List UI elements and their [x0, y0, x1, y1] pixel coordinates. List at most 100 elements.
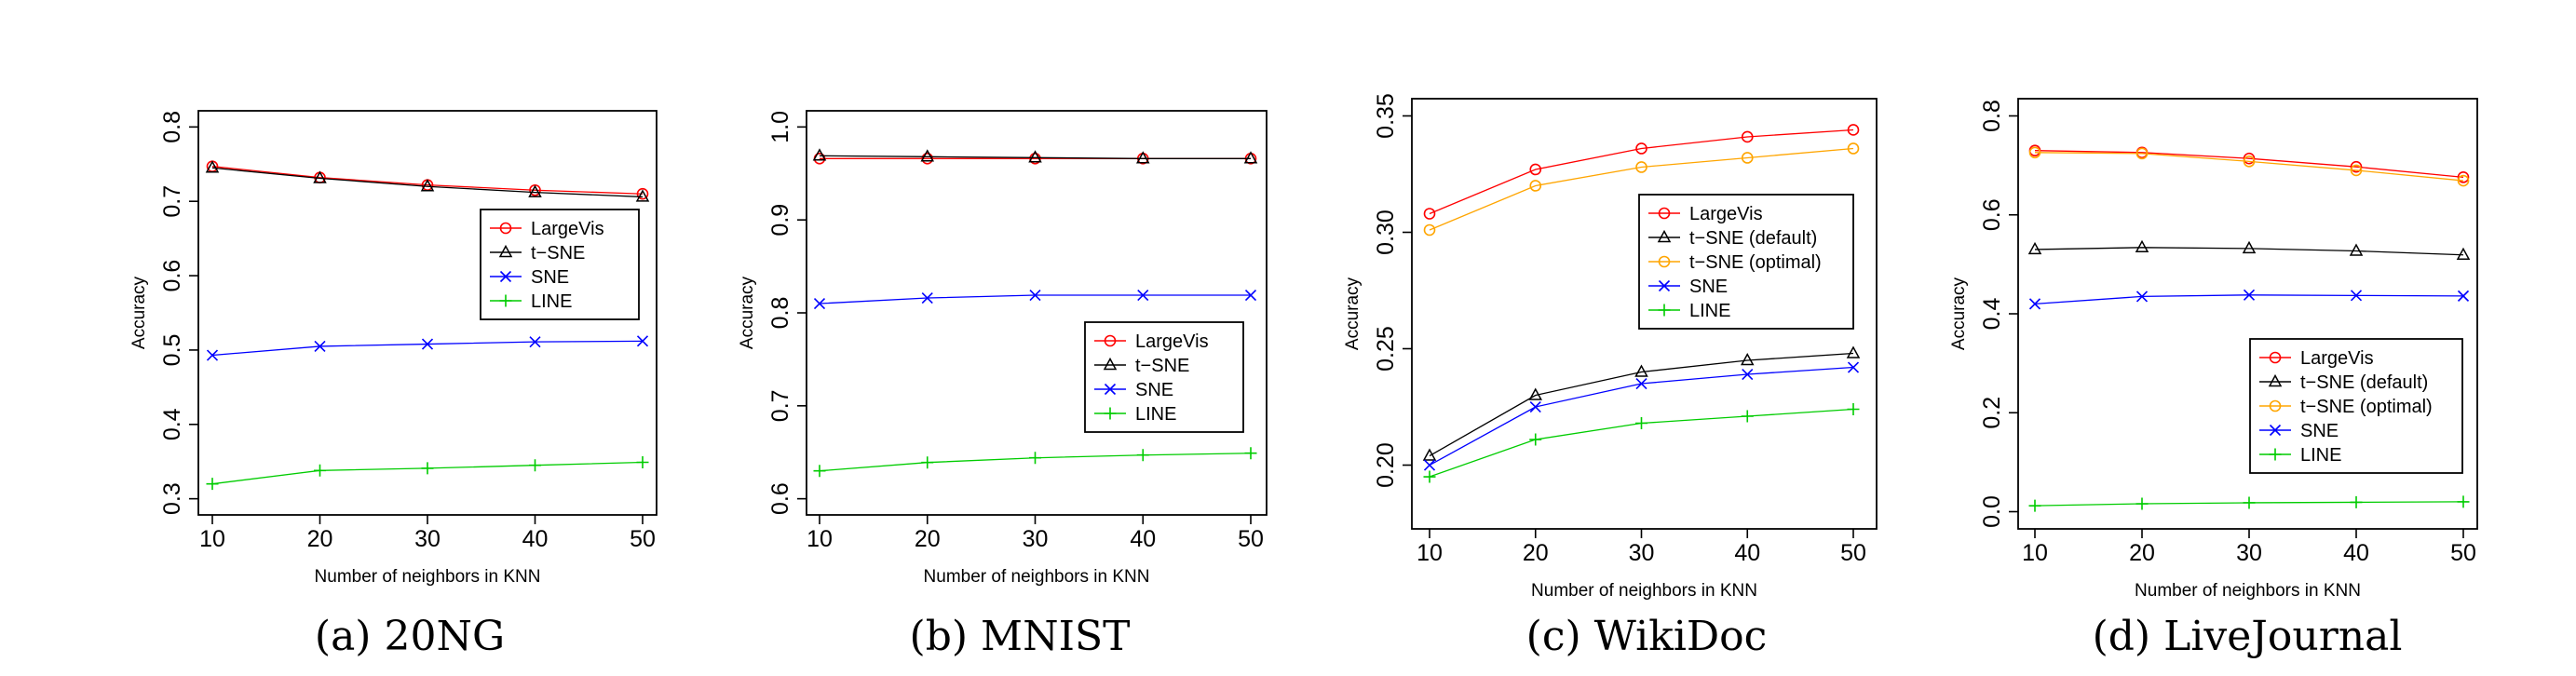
data-point — [529, 459, 541, 472]
data-point — [2457, 171, 2470, 183]
x-tick-label: 10 — [2022, 540, 2048, 566]
legend-label: LargeVis — [1135, 331, 1209, 352]
data-point — [2457, 174, 2470, 187]
legend-marker — [1658, 255, 1671, 268]
series-t-sne-default- — [1422, 345, 1861, 461]
y-axis-title: Accuracy — [129, 276, 149, 349]
data-point — [921, 291, 933, 304]
series-sne — [813, 289, 1257, 310]
legend-marker — [1103, 357, 1118, 371]
x-tick-label: 10 — [1417, 540, 1443, 566]
y-tick-label: 0.20 — [1373, 442, 1399, 488]
data-point — [635, 189, 650, 202]
data-point — [2457, 495, 2470, 508]
data-point — [1029, 452, 1041, 465]
legend-label: t−SNE — [531, 243, 585, 264]
y-axis-title: Accuracy — [1949, 277, 1969, 350]
subfigure-caption: (b) MNIST — [910, 613, 1131, 660]
data-point — [206, 478, 219, 491]
series-largevis — [1423, 124, 1860, 220]
data-point — [529, 336, 541, 348]
y-tick-label: 0.4 — [159, 408, 185, 440]
data-point — [2457, 290, 2470, 302]
legend-marker — [2268, 373, 2283, 387]
x-axis-title: Number of neighbors in KNN — [924, 567, 1150, 587]
x-tick-label: 50 — [630, 526, 656, 552]
x-tick-label: 30 — [414, 526, 441, 552]
data-point — [1135, 151, 1150, 164]
data-point — [421, 338, 434, 350]
data-point — [1847, 124, 1860, 136]
chart-panel-1: 10 20 30 40 50 0.3 0.4 0.5 0.6 0.7 0.8 Number of ne… — [129, 110, 658, 660]
data-point — [921, 456, 934, 469]
x-tick-label: 50 — [1840, 540, 1866, 566]
data-point — [1529, 163, 1542, 176]
legend-marker — [2269, 351, 2282, 364]
y-tick-label: 0.30 — [1373, 210, 1399, 255]
series-t-sne — [205, 160, 650, 202]
legend: LargeVis t−SNE (default) t−SNE (optimal) SN… — [1638, 194, 1854, 330]
series-line — [1429, 147, 1854, 231]
data-point — [813, 465, 826, 478]
x-tick-label: 10 — [807, 526, 833, 552]
data-point — [1846, 345, 1861, 358]
series-sne — [1423, 361, 1860, 471]
data-point — [1244, 289, 1257, 302]
data-point — [2350, 495, 2363, 508]
data-point — [1423, 208, 1436, 220]
data-point — [2243, 155, 2256, 168]
legend-label: t−SNE (optimal) — [1689, 252, 1822, 273]
data-point — [2243, 496, 2256, 509]
data-point — [2350, 290, 2363, 302]
data-point — [528, 184, 542, 197]
series-line — [2034, 247, 2464, 256]
y-tick-label: 0.0 — [1979, 495, 2005, 528]
x-axis-title: Number of neighbors in KNN — [2135, 581, 2361, 601]
legend-marker — [1658, 304, 1671, 317]
data-point — [2349, 243, 2364, 256]
data-point — [2028, 298, 2041, 310]
data-point — [206, 349, 219, 361]
data-point — [1029, 152, 1041, 165]
legend-marker — [1104, 383, 1117, 396]
data-point — [314, 340, 326, 353]
data-point — [421, 462, 434, 475]
legend-marker — [499, 222, 512, 235]
x-axis-title: Number of neighbors in KNN — [1531, 581, 1757, 601]
data-point — [1741, 410, 1754, 423]
legend-marker — [1104, 334, 1117, 347]
legend: LargeVis t−SNE SNE LINE — [1084, 321, 1244, 433]
data-point — [1528, 387, 1543, 400]
data-point — [1423, 459, 1436, 471]
chart-panel-4: 10 20 30 40 50 0.0 0.2 0.4 0.6 0.8 Number of neigh… — [1949, 98, 2478, 660]
y-tick-label: 1.0 — [767, 111, 793, 143]
legend-label: LINE — [1689, 301, 1730, 321]
series-line — [2034, 152, 2464, 182]
series-line — [211, 166, 644, 195]
data-point — [920, 149, 935, 162]
legend-marker — [499, 294, 512, 307]
data-point — [1847, 361, 1860, 373]
series-sne — [206, 335, 649, 361]
subfigure-caption: (c) WikiDoc — [1526, 613, 1768, 660]
legend-label: LINE — [531, 291, 572, 312]
data-point — [2243, 152, 2256, 165]
data-point — [1740, 352, 1755, 366]
legend: LargeVis t−SNE (default) t−SNE (optimal) SN… — [2249, 338, 2463, 474]
series-sne — [2028, 289, 2470, 310]
data-point — [812, 148, 827, 161]
legend-marker — [499, 270, 512, 283]
series-line — [819, 155, 1251, 159]
series-line — [206, 456, 649, 491]
legend-label: t−SNE (default) — [1689, 228, 1817, 249]
legend-marker — [498, 244, 513, 258]
series-line — [1429, 352, 1854, 457]
data-point — [2242, 240, 2257, 254]
x-tick-label: 30 — [1023, 526, 1049, 552]
subfigure-caption: (d) LiveJournal — [2093, 613, 2403, 660]
data-point — [1029, 289, 1041, 302]
y-axis-title: Accuracy — [738, 276, 757, 349]
series-largevis — [2028, 144, 2470, 183]
legend-label: SNE — [1689, 277, 1728, 297]
